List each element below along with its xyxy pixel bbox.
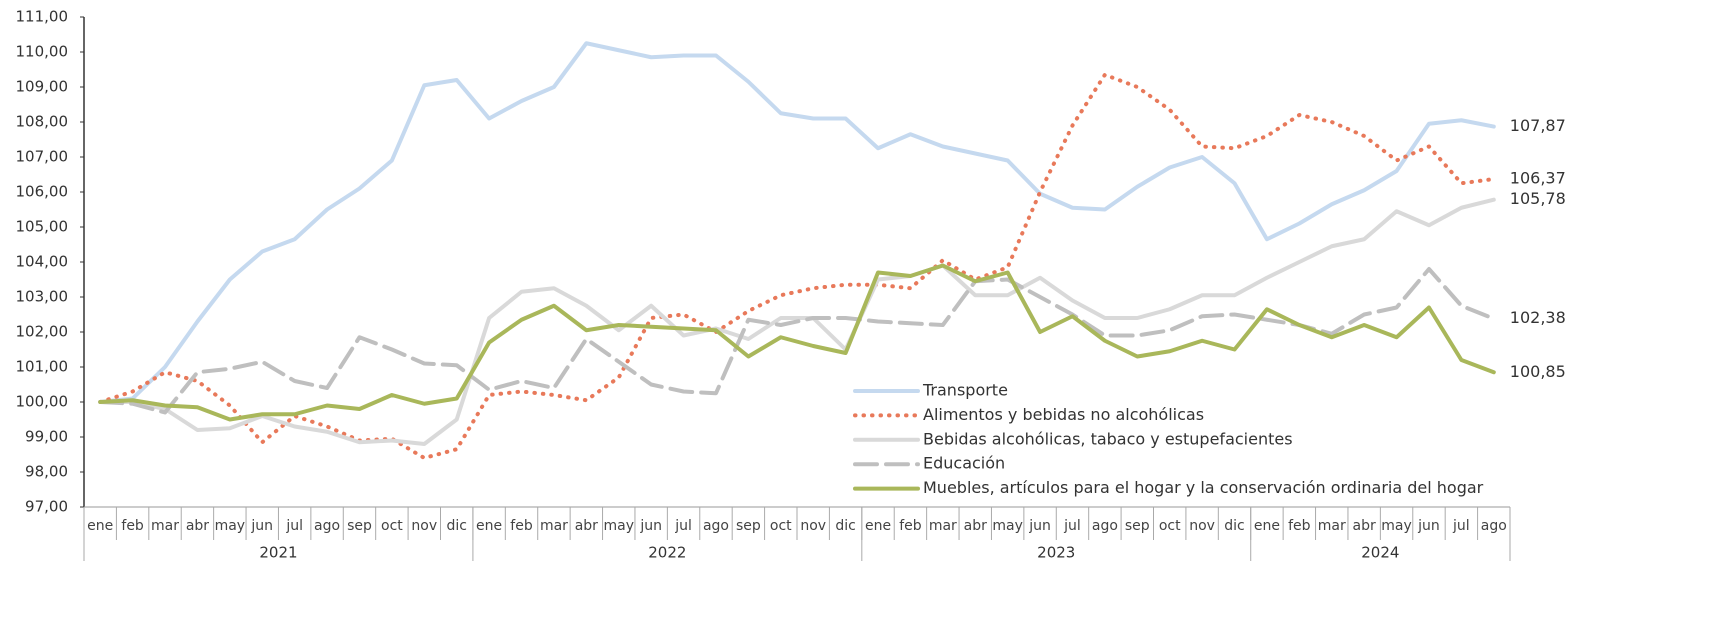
y-tick-label: 107,00: [16, 148, 69, 166]
x-tick-label: mar: [1318, 518, 1346, 534]
series-line: [98, 72, 1496, 460]
x-tick-label: jun: [250, 518, 273, 534]
end-label: 102,38: [1510, 308, 1566, 327]
y-tick-label: 102,00: [16, 323, 69, 341]
x-tick-label: ago: [1092, 518, 1118, 534]
year-label: 2024: [1361, 544, 1399, 562]
x-tick-label: may: [1381, 518, 1412, 534]
x-tick-label: oct: [381, 518, 403, 534]
x-tick-label: oct: [1159, 518, 1181, 534]
y-tick-label: 98,00: [25, 463, 68, 481]
x-tick-label: ene: [476, 518, 502, 534]
legend-label: Muebles, artículos para el hogar y la co…: [923, 478, 1484, 497]
x-tick-label: jun: [1028, 518, 1051, 534]
end-label: 106,37: [1510, 169, 1566, 188]
y-tick-label: 101,00: [16, 358, 69, 376]
x-tick-label: mar: [929, 518, 957, 534]
x-tick-label: jun: [639, 518, 662, 534]
x-tick-label: feb: [899, 518, 922, 534]
x-tick-label: feb: [121, 518, 144, 534]
x-tick-label: abr: [575, 518, 598, 534]
x-tick-label: jul: [285, 518, 303, 534]
x-tick-label: nov: [411, 518, 437, 534]
legend-label: Educación: [923, 454, 1005, 473]
x-tick-label: sep: [736, 518, 761, 534]
y-tick-label: 104,00: [16, 253, 69, 271]
x-tick-label: sep: [347, 518, 372, 534]
legend-label: Transporte: [922, 381, 1008, 400]
x-tick-label: may: [215, 518, 246, 534]
y-tick-label: 110,00: [16, 43, 69, 61]
y-tick-label: 100,00: [16, 393, 69, 411]
x-tick-label: abr: [1353, 518, 1376, 534]
legend-label: Bebidas alcohólicas, tabaco y estupefaci…: [923, 429, 1293, 448]
x-tick-label: ene: [87, 518, 113, 534]
x-tick-label: dic: [446, 518, 466, 534]
y-tick-label: 99,00: [25, 428, 68, 446]
x-tick-label: jun: [1417, 518, 1440, 534]
series-line: [98, 263, 1496, 422]
x-tick-label: jul: [1452, 518, 1470, 534]
end-label: 107,87: [1510, 116, 1566, 135]
x-tick-label: abr: [964, 518, 987, 534]
x-tick-label: may: [992, 518, 1023, 534]
y-tick-label: 105,00: [16, 218, 69, 236]
x-tick-label: feb: [1288, 518, 1311, 534]
y-tick-label: 103,00: [16, 288, 69, 306]
x-tick-label: nov: [800, 518, 826, 534]
x-tick-label: ago: [314, 518, 340, 534]
x-tick-label: ene: [865, 518, 891, 534]
y-tick-label: 97,00: [25, 498, 68, 516]
x-tick-label: sep: [1125, 518, 1150, 534]
series-line: [98, 41, 1496, 404]
y-tick-label: 109,00: [16, 78, 69, 96]
year-label: 2022: [648, 544, 686, 562]
y-tick-label: 111,00: [16, 8, 69, 26]
legend-label: Alimentos y bebidas no alcohólicas: [923, 405, 1204, 424]
end-label: 105,78: [1510, 189, 1566, 208]
x-tick-label: ago: [1481, 518, 1507, 534]
x-tick-label: ene: [1254, 518, 1280, 534]
y-tick-label: 108,00: [16, 113, 69, 131]
x-tick-label: feb: [510, 518, 533, 534]
x-tick-label: may: [603, 518, 634, 534]
x-tick-label: ago: [703, 518, 729, 534]
year-label: 2023: [1037, 544, 1075, 562]
series-line: [98, 197, 1496, 446]
x-tick-label: dic: [835, 518, 855, 534]
year-label: 2021: [259, 544, 297, 562]
end-label: 100,85: [1510, 362, 1566, 381]
x-tick-label: oct: [770, 518, 792, 534]
x-tick-label: jul: [674, 518, 692, 534]
x-tick-label: mar: [540, 518, 568, 534]
x-tick-label: mar: [151, 518, 179, 534]
x-tick-label: nov: [1189, 518, 1215, 534]
y-tick-label: 106,00: [16, 183, 69, 201]
x-tick-label: dic: [1224, 518, 1244, 534]
x-tick-label: jul: [1063, 518, 1081, 534]
x-tick-label: abr: [186, 518, 209, 534]
